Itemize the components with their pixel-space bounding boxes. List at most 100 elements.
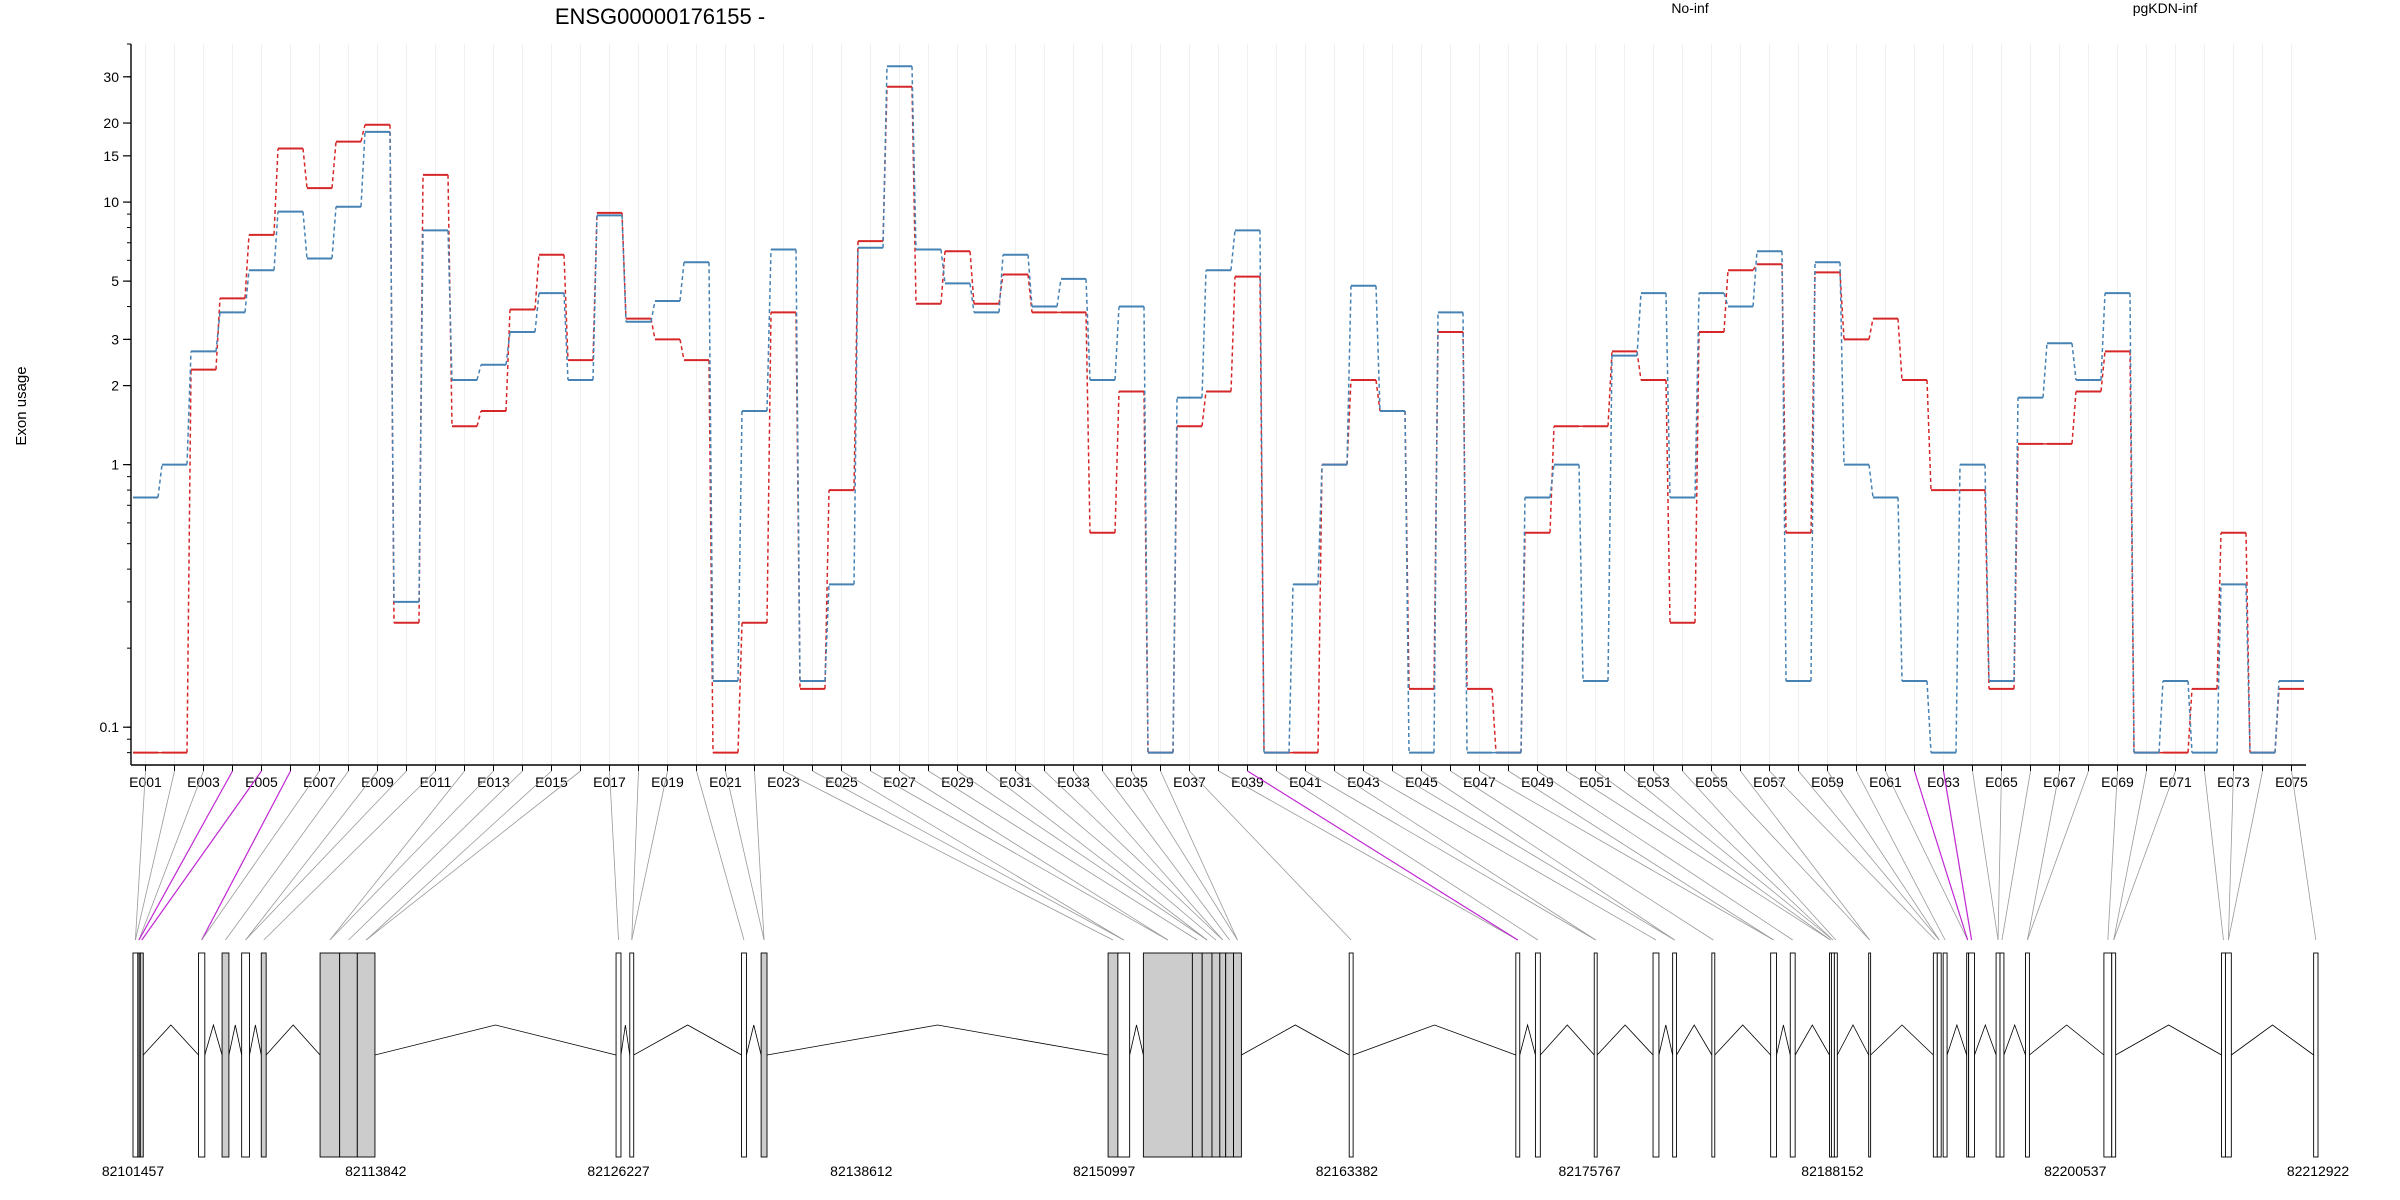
exon-box xyxy=(1995,952,2001,1158)
intron-line xyxy=(142,1024,199,1056)
connector-line xyxy=(754,770,765,941)
series-join xyxy=(505,331,511,365)
series-join xyxy=(1752,263,1758,271)
series-join xyxy=(2187,680,2193,753)
genomic-coordinate-label: 82212922 xyxy=(2287,1163,2350,1179)
y-tick-label: 2 xyxy=(111,378,119,394)
series-join xyxy=(1520,532,1526,753)
connector-line xyxy=(1740,770,1870,941)
connector-line xyxy=(2227,770,2234,941)
exon-box xyxy=(2025,952,2030,1158)
series-join xyxy=(1404,411,1410,689)
connector-line xyxy=(2291,770,2317,941)
connector-line xyxy=(2027,770,2089,941)
series-join xyxy=(911,66,917,250)
connector-line xyxy=(928,770,1198,941)
x-tick-label: E057 xyxy=(1753,774,1786,790)
series-join xyxy=(1085,278,1091,381)
genomic-coordinate-label: 82175767 xyxy=(1559,1163,1622,1179)
exon-box xyxy=(1142,952,1193,1158)
connector-line xyxy=(1044,770,1224,941)
exon-box xyxy=(319,952,341,1158)
connector-line xyxy=(1247,770,1519,941)
x-tick-label: E003 xyxy=(187,774,220,790)
genomic-coordinate-label: 82188152 xyxy=(1801,1163,1864,1179)
x-axis-ticks: E001 E003 E005 E007 E009 E011 E013 E015 E017 E019… xyxy=(129,765,2308,790)
series-join xyxy=(1897,497,1903,681)
series-join xyxy=(940,249,946,284)
exon-box xyxy=(741,952,747,1158)
connector-line xyxy=(1392,770,1675,941)
x-tick-label: E005 xyxy=(245,774,278,790)
connector-line xyxy=(1421,770,1675,941)
series-join xyxy=(1085,312,1091,533)
connector-line xyxy=(1450,770,1714,941)
series-join xyxy=(708,262,714,681)
series-join xyxy=(2071,391,2077,444)
series-join xyxy=(1375,379,1381,412)
series-join xyxy=(1288,584,1294,753)
x-tick-label: E067 xyxy=(2043,774,2076,790)
connector-line xyxy=(1160,770,1238,941)
x-tick-label: E017 xyxy=(593,774,626,790)
series-join xyxy=(2158,680,2164,753)
series-join xyxy=(360,124,366,142)
x-tick-label: E011 xyxy=(420,774,452,790)
exon-box xyxy=(2221,952,2226,1158)
gene-model xyxy=(132,952,2319,1158)
x-tick-label: E047 xyxy=(1463,774,1496,790)
exon-box xyxy=(1968,952,1975,1158)
series-join xyxy=(766,249,772,412)
connector-line xyxy=(138,770,234,941)
connector-line xyxy=(1885,770,1969,941)
series-join xyxy=(1665,380,1671,623)
connector-line xyxy=(141,770,262,941)
y-tick-label: 3 xyxy=(111,331,119,347)
exon-box xyxy=(1789,952,1796,1158)
exon-box xyxy=(1770,952,1777,1158)
series-join xyxy=(186,369,192,753)
x-tick-label: E037 xyxy=(1173,774,1206,790)
connector-line xyxy=(134,770,175,941)
connector-line xyxy=(1276,770,1539,941)
connector-line xyxy=(1015,770,1217,941)
connector-line xyxy=(609,770,619,941)
x-tick-label: E007 xyxy=(303,774,336,790)
connector-line xyxy=(783,770,1114,941)
intron-line xyxy=(1540,1024,1595,1056)
connector-line xyxy=(986,770,1208,941)
series-join xyxy=(534,254,540,310)
vertical-gridlines xyxy=(145,44,2292,765)
connector-line xyxy=(812,770,1124,941)
series-join xyxy=(1868,318,1874,340)
connector-line xyxy=(631,770,668,941)
connector-line xyxy=(201,770,320,941)
x-tick-label: E063 xyxy=(1927,774,1960,790)
x-tick-label: E009 xyxy=(361,774,394,790)
x-tick-label: E053 xyxy=(1637,774,1670,790)
series-join xyxy=(2013,397,2019,681)
intron-line xyxy=(204,1023,223,1056)
y-axis-ticks: 0.1 1 2 3 5 10 15 20 30 xyxy=(100,43,131,754)
series-join xyxy=(563,293,569,381)
series-join xyxy=(824,584,830,681)
series-join xyxy=(331,141,337,189)
series-join xyxy=(650,300,656,322)
connector-line xyxy=(696,770,745,941)
series-join xyxy=(2245,584,2251,753)
exon-box xyxy=(2224,952,2232,1158)
series-join xyxy=(1259,276,1265,753)
exon-box xyxy=(1534,952,1541,1158)
series-join xyxy=(1317,464,1323,585)
connector-line xyxy=(1711,770,1870,941)
y-tick-label: 10 xyxy=(103,194,119,210)
genomic-coordinate-label: 82163382 xyxy=(1316,1163,1379,1179)
x-tick-label: E001 xyxy=(129,774,162,790)
exon-box xyxy=(629,952,635,1158)
connector-line xyxy=(2001,770,2031,941)
series-join xyxy=(969,251,975,304)
series-join xyxy=(1520,497,1526,753)
intron-line xyxy=(2115,1024,2222,1056)
connector-line xyxy=(2204,770,2224,941)
